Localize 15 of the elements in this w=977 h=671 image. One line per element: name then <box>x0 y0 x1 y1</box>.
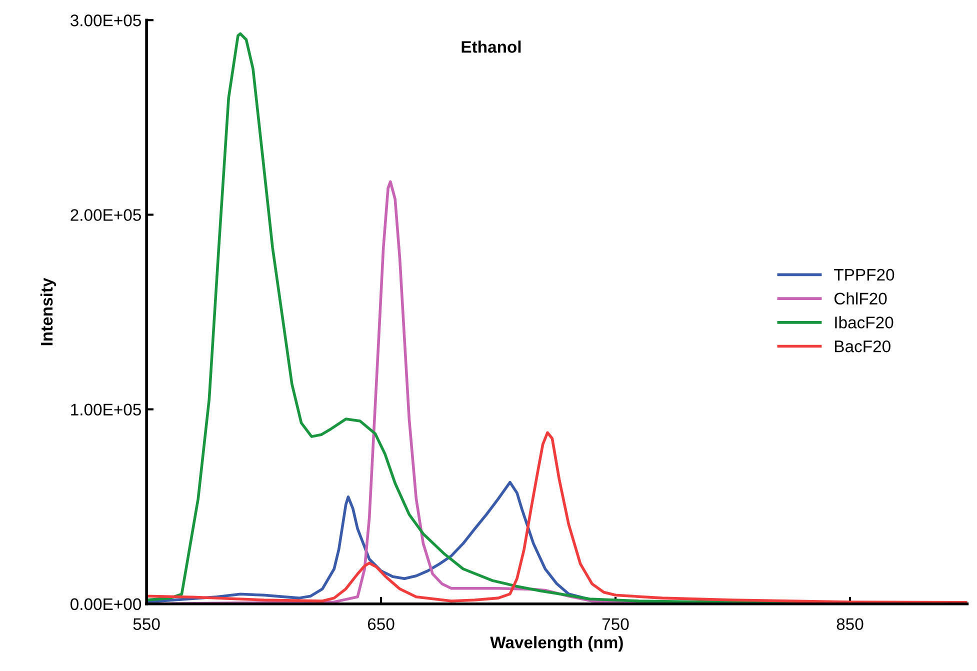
x-tick-label: 850 <box>836 618 864 630</box>
y-tick-label: 0.00E+00 <box>70 598 142 610</box>
x-axis-title: Wavelength (nm) <box>490 636 623 652</box>
legend-label: TPPF20 <box>834 268 894 281</box>
y-tick-label: 2.00E+05 <box>70 209 141 221</box>
text: Ethanol <box>462 40 521 53</box>
x-tick-label: 650 <box>368 618 394 630</box>
legend-label: ChlF20 <box>834 292 887 305</box>
y-tick-label: 1.00E+05 <box>71 404 141 416</box>
legend-label: BacF20 <box>835 340 890 352</box>
x-tick-label: 750 <box>602 618 629 630</box>
y-axis-title: Intensity <box>40 278 56 346</box>
x-tick-label: 550 <box>133 618 160 630</box>
y-tick-label: 3.00E+05 <box>70 14 141 26</box>
legend-label: IbacF20 <box>835 316 894 328</box>
